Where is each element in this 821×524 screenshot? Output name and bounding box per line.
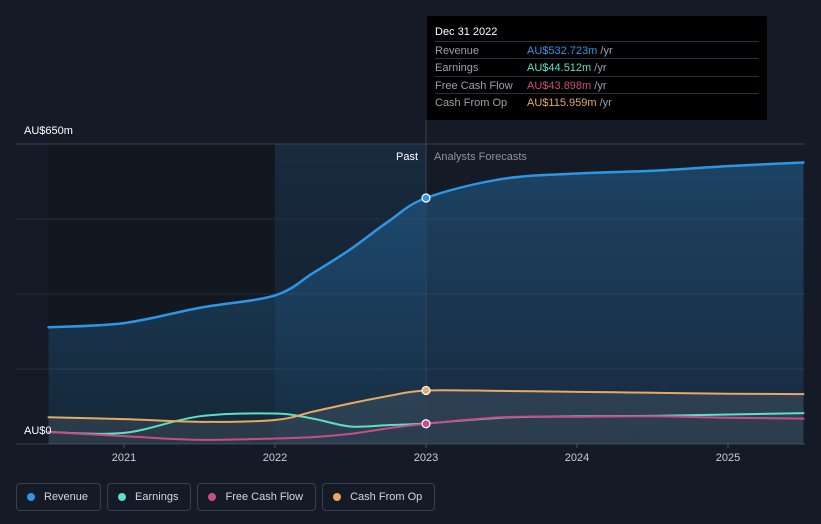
legend-item-free-cash-flow[interactable]: Free Cash Flow xyxy=(197,483,317,511)
legend-item-earnings[interactable]: Earnings xyxy=(107,483,192,511)
legend-label: Revenue xyxy=(44,491,89,503)
x-tick-label: 2025 xyxy=(716,452,740,464)
earnings-dot-icon xyxy=(118,493,127,501)
tooltip-value: AU$43.898m /yr xyxy=(527,80,607,92)
legend-label: Cash From Op xyxy=(350,491,423,503)
tooltip-row-earnings: Earnings AU$44.512m /yr xyxy=(435,58,759,77)
revenue-marker xyxy=(421,193,431,203)
x-tick-label: 2023 xyxy=(414,452,438,464)
tooltip-value: AU$44.512m /yr xyxy=(527,62,607,74)
past-label: Past xyxy=(396,151,418,163)
tooltip-date: Dec 31 2022 xyxy=(435,26,498,38)
legend: Revenue Earnings Free Cash Flow Cash Fro… xyxy=(16,483,436,511)
y-axis-top-label: AU$650m xyxy=(24,125,73,137)
forecast-label: Analysts Forecasts xyxy=(434,151,527,163)
free-cash-flow-dot-icon xyxy=(208,493,217,501)
x-tick-label: 2024 xyxy=(565,452,589,464)
x-tick-label: 2022 xyxy=(263,452,287,464)
free-cash-flow-marker xyxy=(421,419,431,429)
tooltip-value: AU$115.959m /yr xyxy=(527,97,612,109)
tooltip: Dec 31 2022 Revenue AU$532.723m /yr Earn… xyxy=(427,16,767,120)
free-cash-flow-line xyxy=(47,415,805,441)
legend-label: Earnings xyxy=(135,491,179,503)
legend-item-cash-from-op[interactable]: Cash From Op xyxy=(322,483,436,511)
tooltip-row-cash-from-op: Cash From Op AU$115.959m /yr xyxy=(435,93,759,112)
cash-from-op-dot-icon xyxy=(333,493,342,501)
tooltip-label: Earnings xyxy=(435,62,479,74)
x-tick-label: 2021 xyxy=(112,452,136,464)
tooltip-label: Free Cash Flow xyxy=(435,80,513,92)
tooltip-row-revenue: Revenue AU$532.723m /yr xyxy=(435,41,759,60)
tooltip-label: Revenue xyxy=(435,45,480,57)
tooltip-row-free-cash-flow: Free Cash Flow AU$43.898m /yr xyxy=(435,76,759,95)
cash-from-op-line xyxy=(47,389,805,423)
tooltip-value: AU$532.723m /yr xyxy=(527,45,613,57)
cash-from-op-marker xyxy=(421,385,431,396)
revenue-line xyxy=(47,161,805,329)
y-axis-bottom-label: AU$0 xyxy=(24,425,52,437)
tooltip-label: Cash From Op xyxy=(435,97,508,109)
legend-item-revenue[interactable]: Revenue xyxy=(16,483,102,511)
legend-label: Free Cash Flow xyxy=(225,491,304,503)
revenue-dot-icon xyxy=(27,493,35,501)
